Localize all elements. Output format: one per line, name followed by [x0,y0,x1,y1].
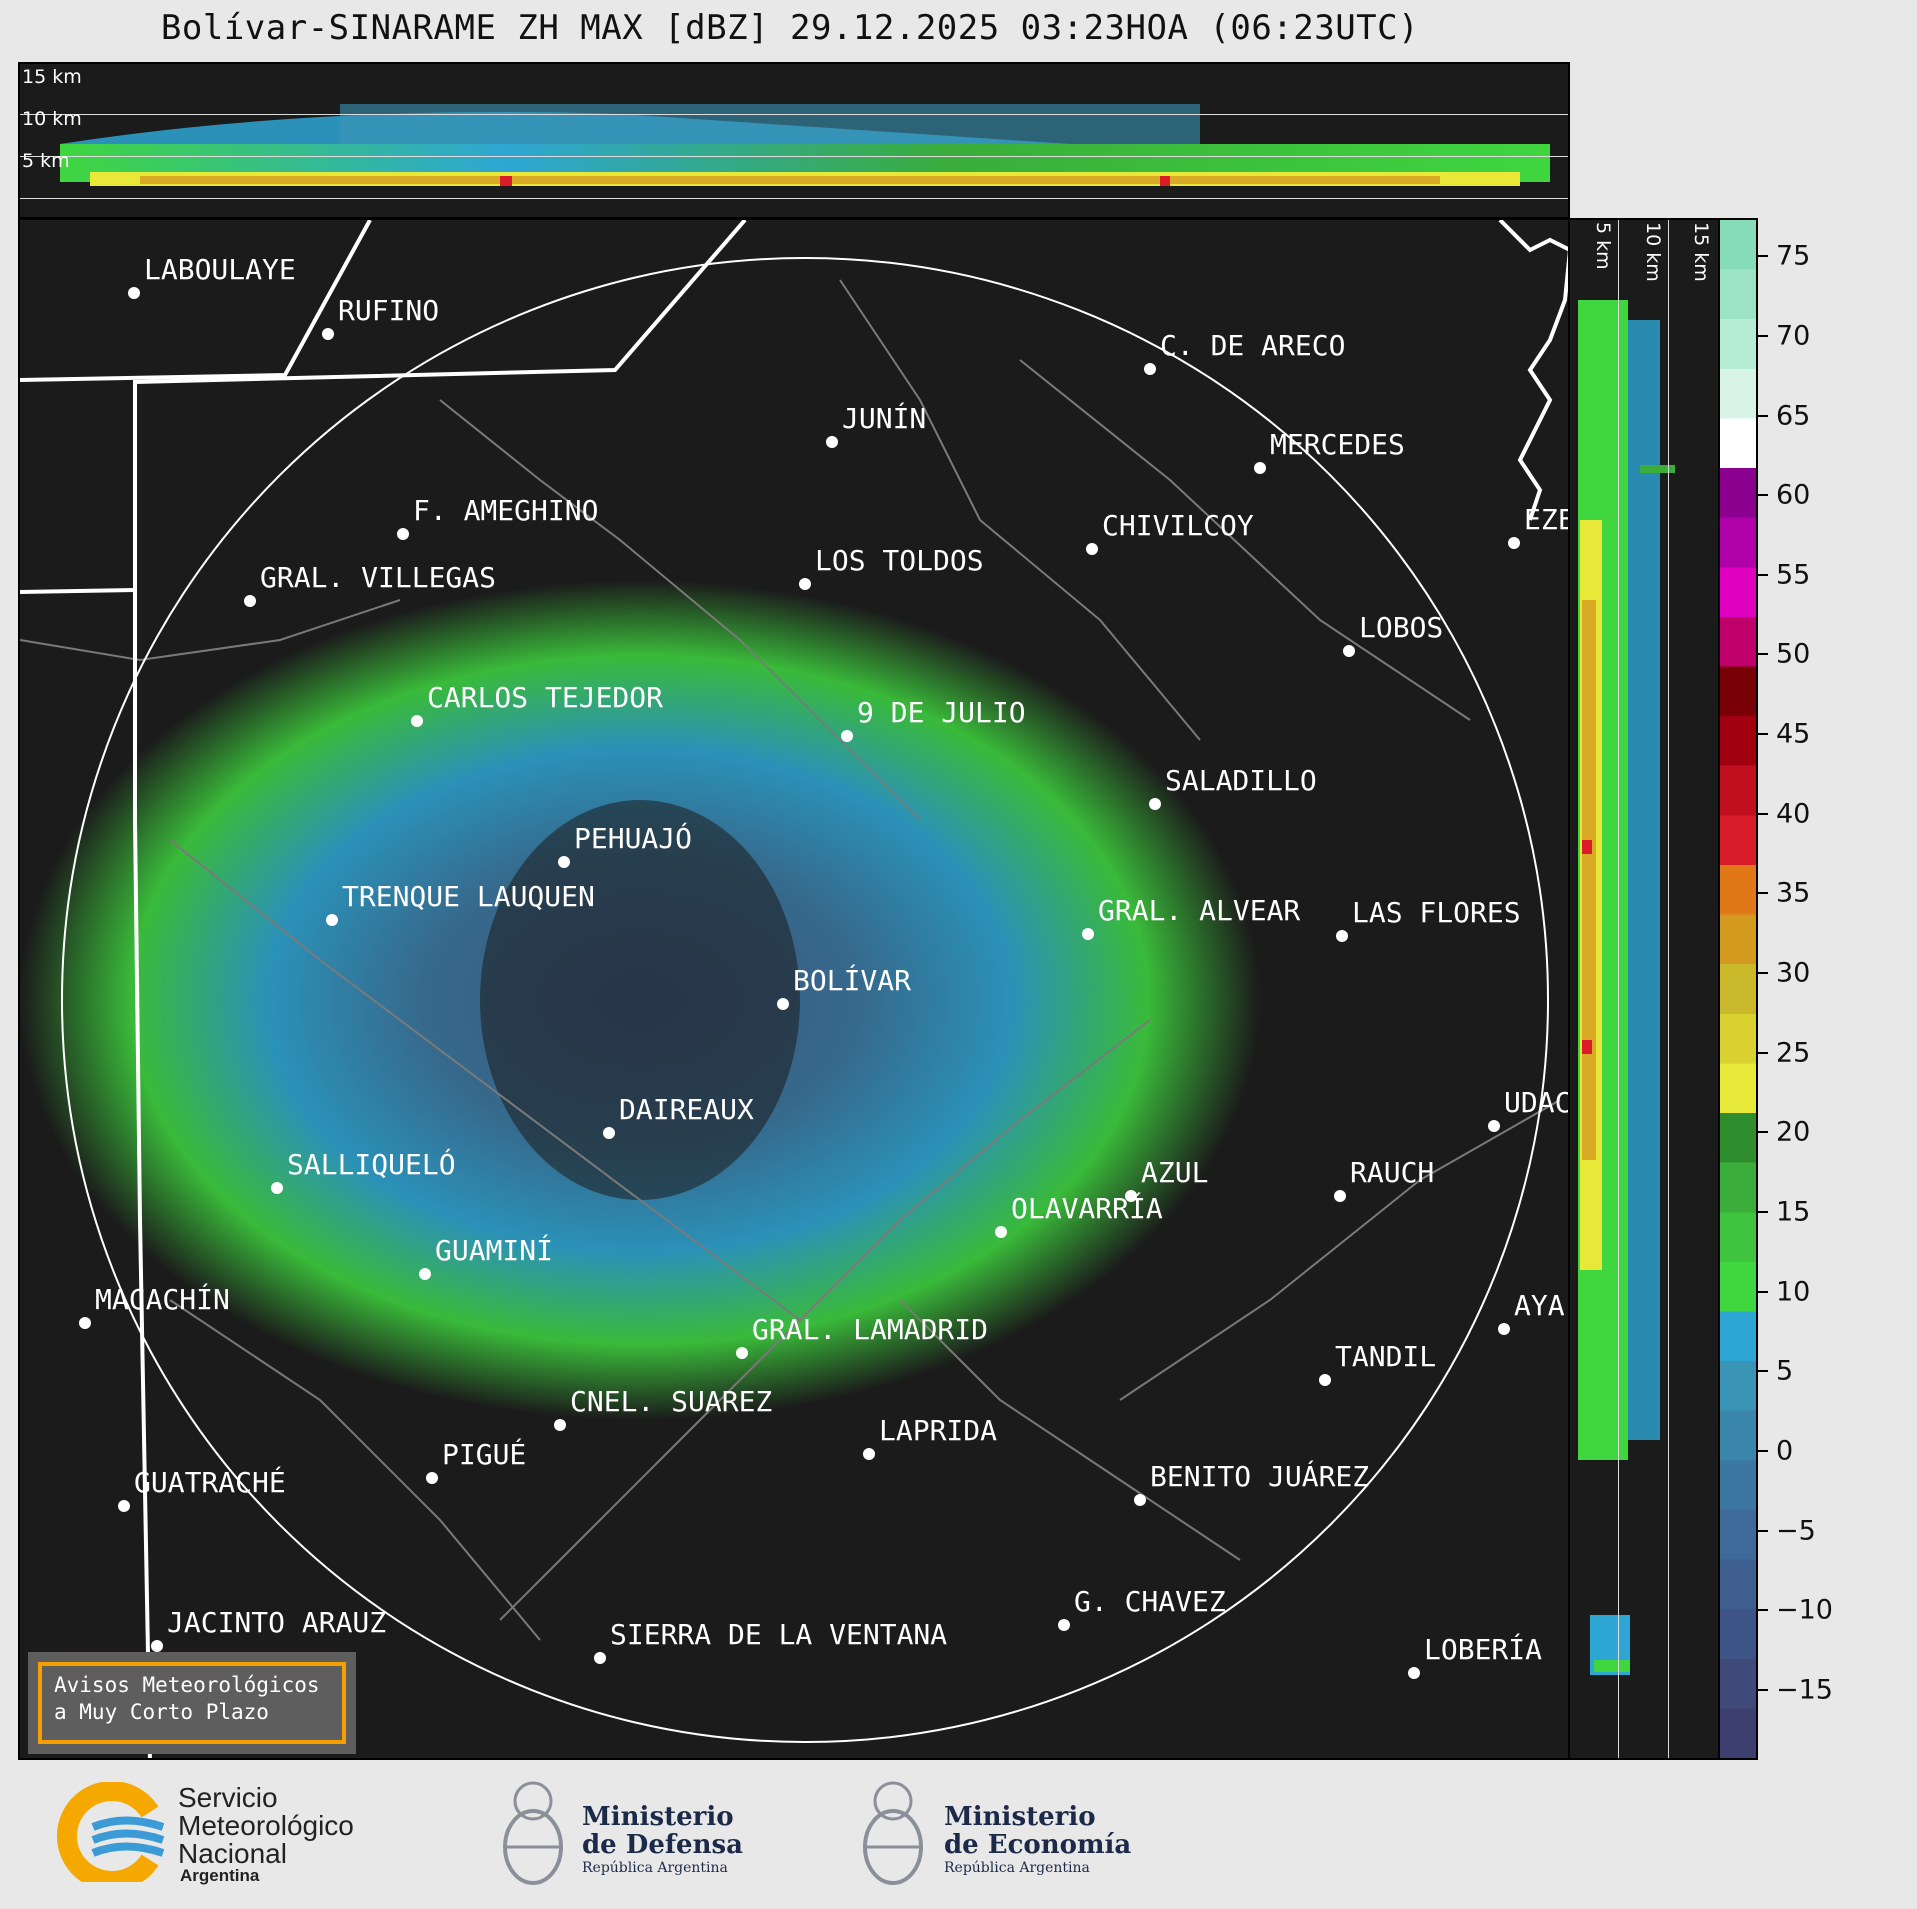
coat-of-arms-icon [503,1781,563,1885]
colorbar-tick [1758,414,1768,417]
colorbar-tick-label: 65 [1776,400,1811,432]
radar-map: LABOULAYE RUFINO C. DE ARECO JUNÍN MERCE… [18,218,1570,1760]
colorbar [1718,218,1758,1760]
colorbar-tick-label: 5 [1776,1355,1794,1387]
economia-line2: de Economía [944,1830,1132,1860]
colorbar-tick-label: 40 [1776,798,1811,830]
colorbar-tick-label: 25 [1776,1037,1811,1069]
altitude-label: 10 km [1642,222,1664,282]
colorbar-tick [1758,1688,1768,1691]
county-borders [20,279,1561,1641]
colorbar-tick-label: 55 [1776,559,1811,591]
page-title: Bolívar-SINARAME ZH MAX [dBZ] 29.12.2025… [160,8,1420,48]
colorbar-tick [1758,1290,1768,1293]
colorbar-tick [1758,733,1768,736]
colorbar-tick-label: −10 [1776,1594,1833,1626]
colorbar-tick-label: −15 [1776,1674,1833,1706]
colorbar-tick-label: 60 [1776,479,1811,511]
avisos-line1: Avisos Meteorológicos [54,1673,320,1697]
colorbar-tick [1758,573,1768,576]
colorbar-tick-label: 75 [1776,240,1811,272]
colorbar-tick [1758,255,1768,258]
economia-line1: Ministerio [944,1802,1096,1832]
altitude-label: 5 km [22,150,70,172]
altitude-label: 10 km [22,108,82,130]
colorbar-tick-label: 15 [1776,1196,1811,1228]
colorbar-tick [1758,653,1768,656]
radar-map-graphics [20,220,1568,1758]
colorbar-tick [1758,1529,1768,1532]
altitude-line-10 [1668,220,1669,1758]
coat-of-arms-icon [863,1781,923,1885]
altitude-label: 5 km [1592,222,1614,270]
side-echo-profile [1578,300,1675,1675]
colorbar-tick [1758,334,1768,337]
smn-line3: Nacional [178,1838,287,1869]
colorbar-tick [1758,1370,1768,1373]
colorbar-tick [1758,494,1768,497]
colorbar-tick [1758,892,1768,895]
altitude-line-5 [1618,220,1619,1758]
smn-line1: Servicio [178,1782,278,1813]
province-borders [20,220,1568,1758]
defensa-line1: Ministerio [582,1802,734,1832]
top-cross-section: 15 km 10 km 5 km [18,62,1570,219]
altitude-line-5 [20,198,1568,199]
altitude-label: 15 km [1690,222,1712,282]
smn-line2: Meteorológico [178,1810,354,1841]
colorbar-tick-label: 45 [1776,718,1811,750]
colorbar-tick [1758,1211,1768,1214]
smn-line4: Argentina [180,1866,260,1885]
colorbar-tick [1758,1449,1768,1452]
side-cross-section: 5 km 10 km 15 km [1568,218,1720,1760]
colorbar-tick-label: −5 [1776,1515,1816,1547]
avisos-line2: a Muy Corto Plazo [54,1700,269,1724]
range-ring [61,257,1549,1743]
colorbar-tick-label: 70 [1776,320,1811,352]
smn-logo-icon [56,1782,165,1882]
colorbar-tick-label: 20 [1776,1116,1811,1148]
colorbar-tick-label: 30 [1776,957,1811,989]
avisos-box[interactable]: Avisos Meteorológicos a Muy Corto Plazo [28,1652,356,1754]
defensa-line2: de Defensa [582,1830,743,1860]
colorbar-tick-label: 50 [1776,638,1811,670]
colorbar-tick-label: 10 [1776,1276,1811,1308]
defensa-line3: República Argentina [582,1860,728,1876]
colorbar-tick-label: 35 [1776,877,1811,909]
colorbar-tick [1758,812,1768,815]
top-echo-profile [60,104,1550,186]
altitude-line-15 [20,114,1568,115]
colorbar-tick [1758,1051,1768,1054]
economia-line3: República Argentina [944,1860,1090,1876]
colorbar-tick [1758,1131,1768,1134]
colorbar-tick [1758,972,1768,975]
colorbar-tick-label: 0 [1776,1435,1794,1467]
altitude-label: 15 km [22,66,82,88]
colorbar-tick [1758,1609,1768,1612]
altitude-line-10 [20,156,1568,157]
